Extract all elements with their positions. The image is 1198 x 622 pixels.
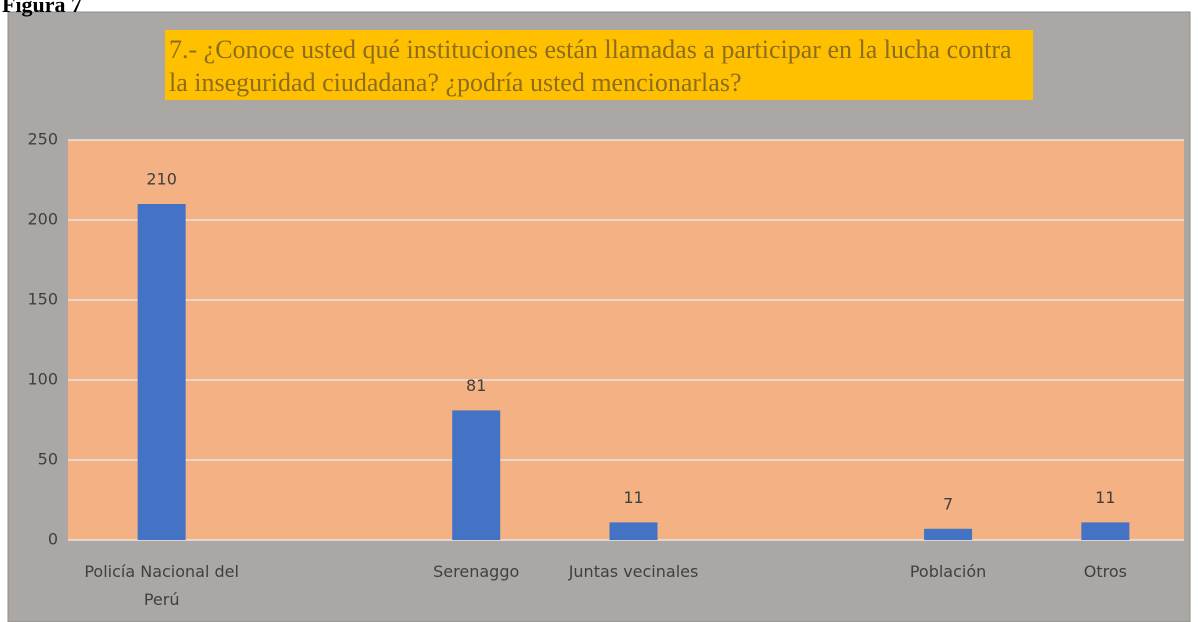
y-tick-label: 150 xyxy=(27,290,58,309)
x-tick-label: Población xyxy=(909,562,987,581)
y-tick-label: 50 xyxy=(38,450,58,469)
bar xyxy=(452,410,501,540)
x-tick-label: Serenaggo xyxy=(433,562,520,581)
bar xyxy=(1081,522,1130,540)
x-tick-label: Policía Nacional del Perú xyxy=(84,562,239,609)
y-tick-label: 0 xyxy=(48,530,58,549)
plot-area xyxy=(68,140,1184,540)
data-label: 210 xyxy=(146,170,177,189)
y-tick-label: 100 xyxy=(27,370,58,389)
x-tick-label: Otros xyxy=(1083,562,1127,581)
bar xyxy=(609,522,658,540)
data-label: 81 xyxy=(466,376,486,395)
bar xyxy=(137,204,186,540)
bar xyxy=(924,528,973,540)
y-tick-label: 200 xyxy=(27,210,58,229)
data-label: 7 xyxy=(943,494,953,513)
y-tick-label: 250 xyxy=(27,130,58,149)
data-label: 11 xyxy=(623,488,643,507)
x-tick-label: Juntas vecinales xyxy=(568,562,699,581)
chart-title: 7.- ¿Conoce usted qué instituciones está… xyxy=(165,30,1033,100)
data-label: 11 xyxy=(1095,488,1115,507)
figure-label: Figura 7 xyxy=(2,0,83,17)
